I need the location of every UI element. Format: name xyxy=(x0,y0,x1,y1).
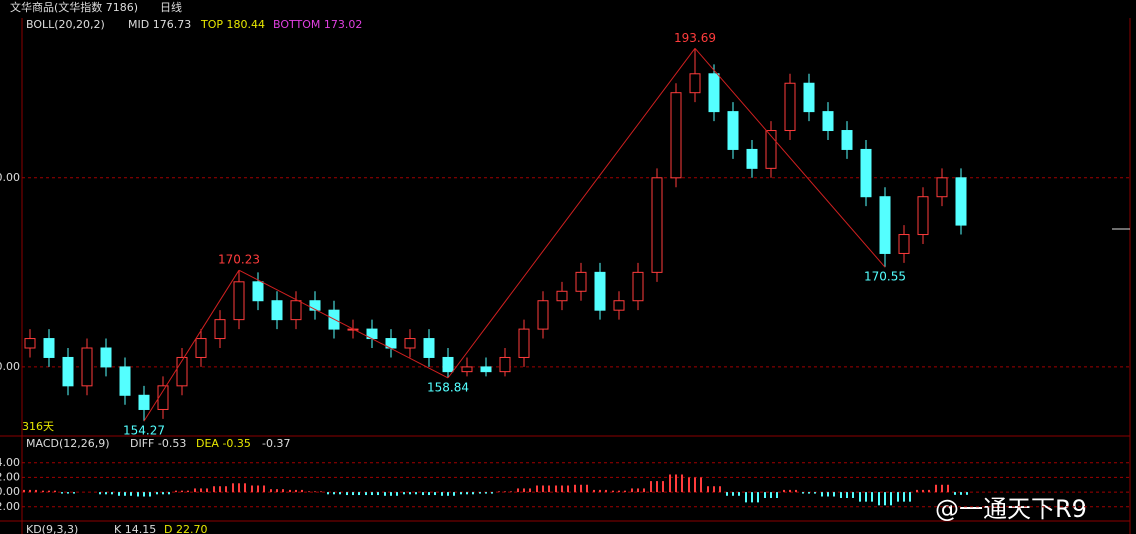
candle-body xyxy=(898,234,910,254)
period[interactable]: 日线 xyxy=(160,0,182,14)
candle-body xyxy=(803,82,815,113)
y-tick-label: 4.00 xyxy=(0,456,20,469)
candle-body xyxy=(575,271,587,292)
zigzag xyxy=(238,269,449,379)
candle-body xyxy=(252,281,264,302)
boll-top: TOP 180.44 xyxy=(200,18,265,31)
candle-body xyxy=(689,73,701,94)
candle-body xyxy=(480,366,492,373)
candle-body xyxy=(461,366,473,373)
watermark: @一通天下R9 xyxy=(935,495,1087,523)
y-tick-label: -2.00 xyxy=(0,500,20,513)
candle-body xyxy=(632,271,644,302)
candle-body xyxy=(62,356,74,387)
candle-body xyxy=(309,300,321,311)
candle-body xyxy=(43,338,55,358)
candle-body xyxy=(784,82,796,132)
y-tick-label: 160.00 xyxy=(0,360,20,373)
candle-body xyxy=(670,92,682,179)
y-tick-label: 2.00 xyxy=(0,470,20,483)
candle-body xyxy=(271,300,283,321)
extreme-label: 158.84 xyxy=(427,380,469,394)
candle-body xyxy=(955,177,967,226)
candle-body xyxy=(841,130,853,150)
y-tick-label: 180.00 xyxy=(0,171,20,184)
candle-body xyxy=(879,196,891,254)
candle-body xyxy=(423,338,435,358)
candle-body xyxy=(404,338,416,349)
extreme-label: 193.69 xyxy=(674,31,716,45)
candle-body xyxy=(936,177,948,198)
title: 文华商品(文华指数 7186) xyxy=(10,0,138,14)
candle-body xyxy=(176,356,188,387)
boll-mid: MID 176.73 xyxy=(128,18,191,31)
candle-body xyxy=(81,347,93,387)
candle-body xyxy=(119,366,131,396)
macd-value: -0.37 xyxy=(262,437,290,450)
candle-body xyxy=(917,196,929,236)
zigzag xyxy=(694,48,886,268)
candle-body xyxy=(214,319,226,340)
candle-body xyxy=(290,300,302,321)
candle-body xyxy=(518,328,530,358)
indicator: KD(9,3,3) xyxy=(26,523,78,534)
candle-body xyxy=(233,281,245,321)
indicator: MACD(12,26,9) xyxy=(26,437,110,450)
y-tick-label: 0.00 xyxy=(0,485,20,498)
boll-bottom: BOTTOM 173.02 xyxy=(273,18,362,31)
candle-body xyxy=(708,73,720,113)
candle-body xyxy=(822,111,834,132)
kd-k: K 14.15 xyxy=(114,523,156,534)
candle-body xyxy=(556,290,568,302)
indicator: BOLL(20,20,2) xyxy=(26,18,105,31)
days: 316天 xyxy=(22,420,54,433)
candle-body xyxy=(594,271,606,311)
extreme-label: 170.23 xyxy=(218,253,260,267)
candle-body xyxy=(24,338,36,349)
kd-d: D 22.70 xyxy=(164,523,207,534)
extreme-label: 154.27 xyxy=(123,424,165,438)
extreme-label: 170.55 xyxy=(864,270,906,284)
candle-body xyxy=(138,394,150,410)
candle-body xyxy=(765,130,777,169)
candle-body xyxy=(157,385,169,410)
candle-body xyxy=(499,356,511,373)
candle-body xyxy=(746,148,758,169)
macd-diff: DIFF -0.53 xyxy=(130,437,186,450)
zigzag xyxy=(143,269,240,422)
candle-body xyxy=(860,148,872,198)
candle-body xyxy=(442,356,454,373)
candle-body xyxy=(195,338,207,358)
candle-body xyxy=(613,300,625,311)
candle-body xyxy=(100,347,112,368)
zigzag xyxy=(447,48,696,379)
candle-body xyxy=(651,177,663,273)
macd-dea: DEA -0.35 xyxy=(196,437,251,450)
candle-body xyxy=(537,300,549,330)
candle-body xyxy=(727,111,739,150)
